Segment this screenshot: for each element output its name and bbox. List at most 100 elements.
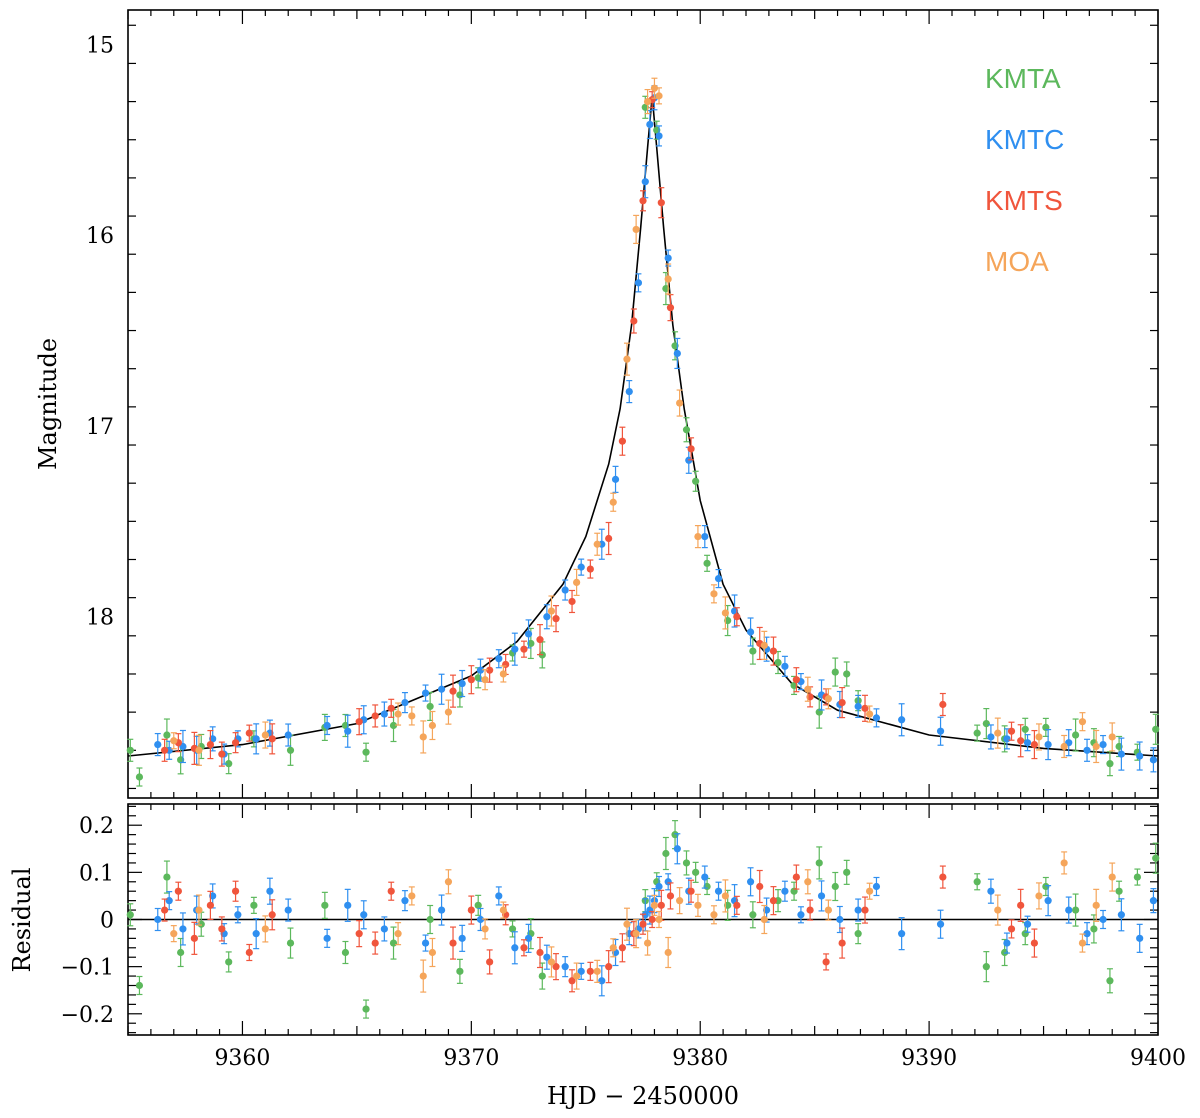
kmtc-data-point	[344, 714, 352, 748]
kmta-data-point	[1152, 713, 1160, 745]
moa-data-point	[632, 214, 640, 245]
legend: KMTA KMTC KMTS MOA	[985, 63, 1064, 277]
kmtc-data-point	[1083, 922, 1091, 946]
kmts-data-point	[1007, 721, 1016, 741]
moa-data-point	[170, 925, 178, 943]
y-tick-label: −0.1	[61, 956, 114, 981]
kmtc-data-point	[936, 909, 945, 939]
y-tick-label: 15	[86, 33, 114, 58]
kmts-data-point	[520, 640, 528, 658]
kmts-data-point	[486, 949, 494, 975]
kmta-data-point	[1115, 880, 1123, 902]
kmts-data-point	[231, 880, 240, 902]
kmtc-data-point	[898, 703, 906, 737]
kmtc-data-point	[284, 723, 292, 747]
residual-panel-ticks: 9360 9370 9380 9390 9400 0.2 0.1 0 −0.1 −0.2	[61, 804, 1186, 1071]
x-tick-label: 9390	[901, 1046, 957, 1071]
kmta-data-point	[662, 836, 670, 871]
moa-data-point	[261, 721, 269, 749]
legend-label-kmta: KMTA	[985, 63, 1061, 94]
kmts-data-point	[756, 869, 764, 904]
moa-data-point	[609, 938, 617, 958]
kmtc-data-point	[641, 165, 649, 199]
kmtc-data-point	[437, 673, 446, 705]
moa-data-point	[676, 389, 684, 417]
kmtc-data-point	[714, 568, 723, 589]
kmtc-data-point	[154, 907, 162, 932]
kmts-data-point	[630, 308, 638, 334]
kmts-data-point	[618, 426, 627, 456]
kmtc-data-point	[458, 924, 466, 952]
kmtc-data-point	[634, 273, 643, 293]
kmta-data-point	[973, 873, 981, 891]
kmts-data-point	[552, 953, 560, 981]
kmtc-data-point	[625, 379, 633, 404]
magnitude-panel: 15 16 17 18 KMTA KMTC KMTS MOA Magnitude	[34, 9, 1160, 799]
kmtc-data-point	[1117, 898, 1125, 932]
kmtc-data-point	[476, 658, 485, 682]
kmtc-data-point	[323, 715, 331, 736]
kmtc-data-point	[344, 888, 352, 922]
kmtc-data-point	[1149, 888, 1158, 914]
moa-data-point	[804, 869, 812, 895]
kmta-data-point	[389, 926, 398, 960]
kmtc-data-point	[323, 928, 331, 948]
kmtc-data-point	[872, 876, 881, 897]
moa-data-point	[547, 595, 556, 627]
kmta-data-point	[703, 554, 711, 572]
kmts-data-point	[245, 943, 253, 962]
moa-data-point	[1108, 862, 1116, 892]
moa-data-point	[195, 734, 203, 766]
kmts-data-point	[639, 913, 647, 935]
kmtc-data-point	[854, 694, 862, 719]
kmtc-data-point	[360, 900, 368, 930]
kmts-data-point	[861, 896, 869, 924]
moa-data-point	[866, 705, 874, 723]
kmts-data-point	[174, 881, 182, 901]
moa-data-point	[573, 568, 581, 596]
kmts-data-point	[449, 926, 457, 960]
kmts-data-point	[467, 895, 475, 925]
kmtc-data-point	[577, 558, 585, 576]
kmta-data-point	[135, 767, 144, 787]
legend-label-kmtc: KMTC	[985, 124, 1064, 155]
kmtc-data-point	[437, 894, 446, 926]
kmta-data-point	[508, 920, 517, 938]
moa-data-point	[994, 894, 1002, 926]
kmta-data-point	[1106, 968, 1114, 994]
moa-data-point	[444, 869, 453, 895]
kmts-data-point	[769, 886, 778, 916]
moa-data-point	[643, 88, 652, 115]
moa-data-point	[650, 77, 659, 99]
residual-axis-label: Residual	[8, 867, 36, 972]
kmts-data-point	[586, 961, 594, 981]
kmts-data-point	[218, 741, 226, 767]
kmta-data-point	[843, 661, 851, 687]
y-tick-label: 0.2	[79, 814, 114, 839]
kmtc-data-point	[987, 724, 995, 750]
moa-data-point	[1060, 851, 1068, 875]
kmtc-data-point	[380, 701, 388, 727]
kmts-data-point	[371, 931, 379, 955]
x-tick-label: 9360	[214, 1046, 270, 1071]
kmtc-data-point	[495, 886, 503, 906]
kmta-data-point	[126, 738, 134, 762]
y-tick-label: 18	[86, 606, 114, 631]
kmts-data-point	[586, 559, 594, 579]
kmtc-data-point	[561, 579, 569, 601]
kmts-data-point	[568, 589, 576, 614]
kmts-data-point	[206, 729, 214, 760]
kmta-data-point	[692, 470, 700, 492]
moa-data-point	[650, 894, 659, 916]
residual-data-points	[126, 820, 1160, 1019]
magnitude-axis-label: Magnitude	[34, 338, 62, 470]
kmts-data-point	[687, 437, 695, 461]
kmtc-data-point	[781, 655, 789, 677]
moa-data-point	[694, 525, 702, 549]
magnitude-panel-ticks: 15 16 17 18	[86, 10, 1159, 798]
kmtc-data-point	[1003, 932, 1011, 954]
kmtc-data-point	[234, 906, 242, 924]
moa-data-point	[623, 907, 631, 941]
kmta-data-point	[135, 975, 144, 996]
moa-data-point	[643, 930, 652, 956]
